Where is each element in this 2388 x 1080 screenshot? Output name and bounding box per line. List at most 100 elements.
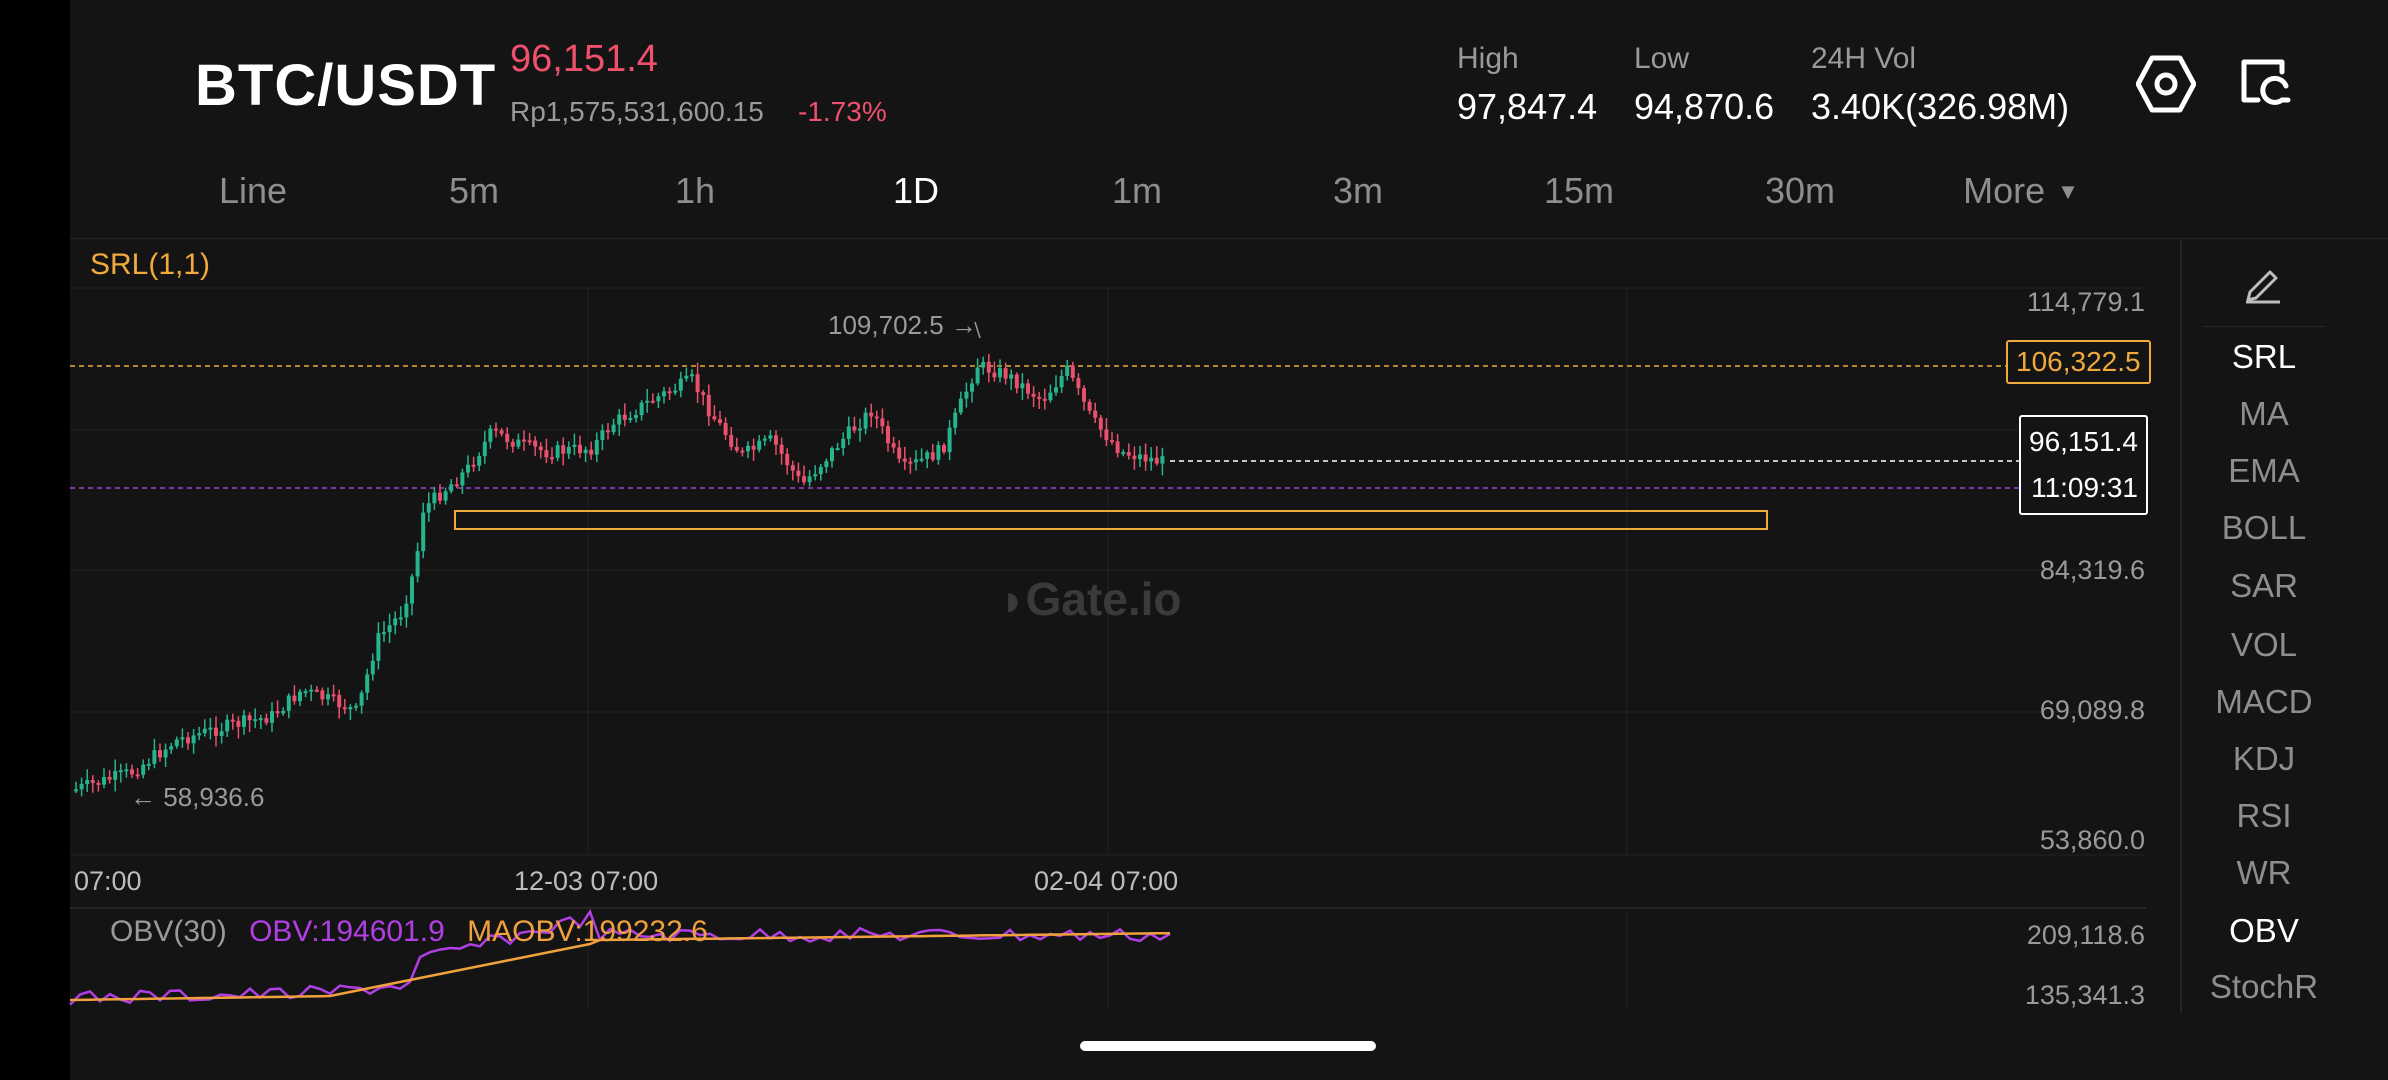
- pair-title[interactable]: BTC/USDT: [195, 53, 497, 118]
- candle-body: [466, 464, 470, 473]
- candle-body: [449, 484, 454, 492]
- pencil-icon[interactable]: [2242, 262, 2284, 304]
- candle-body: [802, 476, 806, 483]
- candle-body: [611, 424, 616, 433]
- candle-body: [236, 720, 241, 727]
- candle-body: [326, 694, 330, 700]
- candle-body: [1160, 456, 1165, 464]
- candle-body: [701, 392, 706, 395]
- candle-body: [1132, 455, 1137, 460]
- candle-body: [796, 470, 801, 477]
- tab-line[interactable]: Line: [218, 170, 288, 211]
- indicator-stochr[interactable]: StochR: [2209, 968, 2319, 1005]
- candle-body: [1054, 387, 1058, 393]
- candle-body: [432, 492, 437, 504]
- candle-body: [813, 474, 818, 477]
- tab-more[interactable]: More ▼: [1963, 170, 2079, 212]
- candle-body: [975, 367, 980, 384]
- obv-lines: [69, 908, 1171, 1006]
- candle-body: [354, 705, 358, 708]
- timeframe-tabs: Line 5m 1h 1D 1m 3m 15m 30m More ▼: [0, 160, 2388, 230]
- candle-body: [953, 412, 958, 428]
- time-axis-label: 12-03 07:00: [514, 866, 659, 896]
- indicator-sar[interactable]: SAR: [2230, 567, 2298, 604]
- candle-body: [566, 446, 571, 454]
- candle-body: [986, 361, 991, 373]
- high-annotation: 109,702.5 →: [828, 310, 977, 341]
- candle-body: [264, 718, 269, 723]
- candle-body: [499, 430, 504, 434]
- gear-icon[interactable]: [2136, 54, 2196, 114]
- indicator-rsi[interactable]: RSI: [2236, 797, 2292, 834]
- candle-body: [202, 728, 207, 734]
- candle-body: [992, 372, 997, 378]
- candle-body: [936, 445, 941, 460]
- candle-body: [1042, 398, 1047, 401]
- candle-body: [107, 776, 112, 780]
- candle-body: [247, 715, 252, 721]
- tab-30m[interactable]: 30m: [1764, 170, 1836, 211]
- candle-body: [919, 458, 924, 461]
- candle-body: [740, 450, 745, 453]
- candle-body: [544, 450, 549, 458]
- candle-body: [690, 374, 694, 377]
- candle-body: [482, 441, 487, 457]
- switch-chart-icon[interactable]: [2238, 56, 2292, 110]
- candle-body: [880, 418, 885, 427]
- candle-body: [533, 440, 538, 447]
- candle-body: [219, 731, 224, 736]
- indicator-ema[interactable]: EMA: [2228, 452, 2300, 489]
- obv-header[interactable]: OBV(30) OBV:194601.9 MAOBV:199232.6: [110, 915, 708, 949]
- fiat-price: Rp1,575,531,600.15: [510, 96, 764, 127]
- candle-body: [146, 763, 151, 766]
- candle-body: [1115, 441, 1120, 454]
- candle-body: [1037, 396, 1042, 399]
- indicator-title[interactable]: SRL(1,1): [90, 248, 211, 281]
- tab-1h[interactable]: 1h: [674, 170, 716, 211]
- indicator-vol[interactable]: VOL: [2230, 626, 2298, 663]
- indicator-wr[interactable]: WR: [2236, 854, 2292, 891]
- home-indicator[interactable]: [1080, 1041, 1376, 1051]
- tab-1m[interactable]: 1m: [1111, 170, 1163, 211]
- obv-title: OBV(30): [110, 915, 227, 948]
- indicator-macd[interactable]: MACD: [2215, 683, 2313, 720]
- candle-body: [225, 719, 230, 732]
- candle-body: [807, 476, 812, 483]
- last-price: 96,151.4: [510, 38, 658, 80]
- indicator-kdj[interactable]: KDJ: [2232, 740, 2296, 777]
- indicator-obv[interactable]: OBV: [2229, 912, 2299, 949]
- candle-body: [331, 694, 336, 697]
- indicator-ma[interactable]: MA: [2239, 395, 2289, 432]
- candle-body: [645, 400, 650, 403]
- tab-1d[interactable]: 1D: [892, 170, 940, 211]
- candle-body: [1126, 452, 1131, 456]
- candle-body: [90, 780, 95, 783]
- candle-body: [85, 780, 90, 785]
- candle-body: [454, 484, 459, 487]
- candle-body: [942, 445, 946, 453]
- candle-body: [1059, 376, 1064, 388]
- candle-body: [415, 551, 420, 577]
- price-chart[interactable]: [0, 238, 2180, 1018]
- candle-body: [1003, 368, 1008, 379]
- candle-body: [1143, 454, 1148, 462]
- indicator-srl[interactable]: SRL: [2231, 338, 2297, 375]
- watermark-text: Gate.io: [1025, 573, 1182, 625]
- candle-body: [1020, 383, 1025, 389]
- low-value: 94,870.6: [1634, 86, 1775, 127]
- indicator-boll[interactable]: BOLL: [2221, 509, 2307, 546]
- tab-3m[interactable]: 3m: [1332, 170, 1384, 211]
- tab-15m[interactable]: 15m: [1543, 170, 1615, 211]
- candle-body: [522, 439, 526, 442]
- candle-body: [555, 445, 560, 458]
- candle-body: [729, 434, 734, 447]
- candle-body: [438, 492, 442, 501]
- tab-5m[interactable]: 5m: [448, 170, 500, 211]
- candle-body: [964, 391, 969, 399]
- candle-body: [270, 711, 274, 723]
- candle-body: [830, 448, 834, 462]
- candle-body: [706, 394, 711, 417]
- candle-body: [242, 715, 246, 727]
- candle-body: [1026, 383, 1030, 394]
- low-label: Low: [1634, 42, 1690, 75]
